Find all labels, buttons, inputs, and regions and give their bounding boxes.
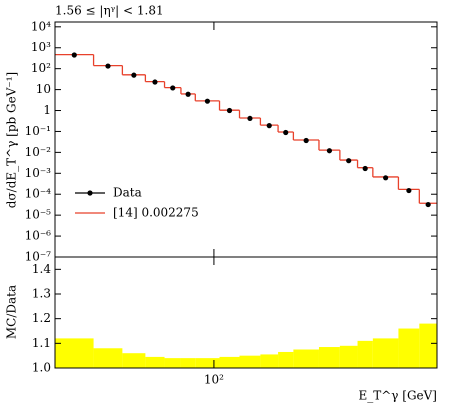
data-point — [71, 52, 77, 58]
y-tick-label: 10⁻⁶ — [25, 229, 52, 243]
data-point — [283, 129, 289, 136]
ratio-band — [93, 348, 123, 368]
ratio-band — [122, 353, 146, 368]
ratio-band — [419, 323, 437, 368]
data-point — [131, 72, 137, 78]
ratio-band — [195, 358, 220, 368]
y-axis-label: dσ/dE_T^γ [pb GeV⁻¹] — [5, 72, 19, 208]
y-tick-label: 10⁴ — [31, 19, 51, 33]
legend-label: [14] 0.002275 — [113, 206, 199, 220]
ratio-band — [55, 338, 94, 368]
y-tick-label: 10 — [36, 82, 51, 96]
y-tick-label: 1.0 — [32, 361, 51, 375]
y-tick-label: 1.1 — [32, 336, 51, 350]
data-point — [204, 98, 211, 104]
ratio-band — [339, 345, 358, 368]
ratio-band — [145, 356, 165, 368]
y-tick-label: 1 — [43, 103, 51, 117]
y-tick-label: 10⁻² — [25, 145, 52, 159]
frame — [54, 256, 438, 369]
data-point — [362, 165, 368, 172]
legend-marker — [87, 190, 93, 196]
frame — [54, 21, 438, 258]
legend-label: Data — [113, 186, 142, 200]
ratio-band — [239, 355, 261, 368]
ratio-band — [293, 349, 319, 368]
ratio-band — [278, 351, 294, 368]
y-tick-label: 1.3 — [32, 287, 51, 301]
ratio-band — [180, 358, 196, 368]
data-point — [383, 175, 389, 181]
x-tick-label: 10² — [204, 373, 224, 387]
data-point — [406, 187, 412, 194]
data-point — [303, 137, 309, 144]
data-point — [170, 85, 176, 91]
x-axis-label: E_T^γ [GeV] — [358, 389, 437, 403]
ratio-y-axis-label: MC/Data — [5, 285, 19, 339]
chart-title: 1.56 ≤ |ηᵞ| < 1.81 — [55, 4, 164, 18]
ratio-band — [372, 338, 399, 368]
ratio-band — [398, 328, 420, 368]
ratio-band — [219, 356, 240, 368]
y-tick-label: 10⁻⁷ — [25, 250, 52, 264]
y-tick-label: 1.2 — [32, 311, 51, 325]
ratio-band — [260, 354, 279, 368]
data-point — [185, 91, 191, 97]
data-point — [105, 63, 111, 69]
data-point — [226, 107, 233, 114]
ratio-band — [357, 340, 373, 368]
y-tick-label: 10² — [31, 61, 51, 75]
ratio-band — [164, 358, 181, 368]
data-point — [346, 158, 352, 164]
data-point — [247, 115, 253, 122]
y-tick-label: 10⁻³ — [25, 166, 52, 180]
data-point — [152, 79, 158, 85]
y-tick-label: 10³ — [31, 40, 51, 54]
data-point — [266, 123, 272, 129]
ratio-band — [318, 347, 340, 368]
y-tick-label: 10⁻⁵ — [25, 208, 52, 222]
y-tick-label: 1.4 — [32, 262, 51, 276]
y-tick-label: 10⁻¹ — [25, 124, 51, 138]
y-tick-label: 10⁻⁴ — [25, 187, 52, 201]
data-point — [425, 201, 431, 208]
data-point — [326, 148, 333, 154]
